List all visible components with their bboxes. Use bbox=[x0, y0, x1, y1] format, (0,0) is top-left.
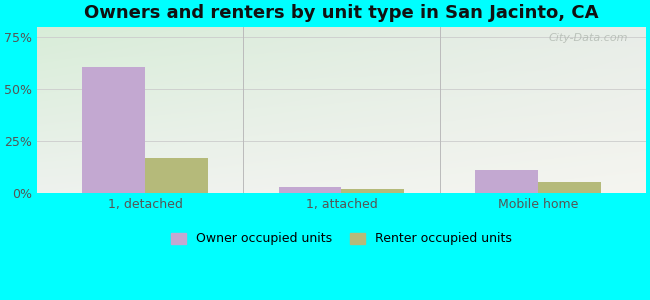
Text: City-Data.com: City-Data.com bbox=[548, 33, 627, 43]
Bar bbox=[82, 67, 145, 193]
Bar bbox=[475, 170, 538, 193]
Bar bbox=[538, 182, 601, 193]
Bar bbox=[279, 187, 341, 193]
Title: Owners and renters by unit type in San Jacinto, CA: Owners and renters by unit type in San J… bbox=[84, 4, 599, 22]
Bar bbox=[341, 189, 404, 193]
Legend: Owner occupied units, Renter occupied units: Owner occupied units, Renter occupied un… bbox=[166, 227, 517, 250]
Bar bbox=[145, 158, 208, 193]
